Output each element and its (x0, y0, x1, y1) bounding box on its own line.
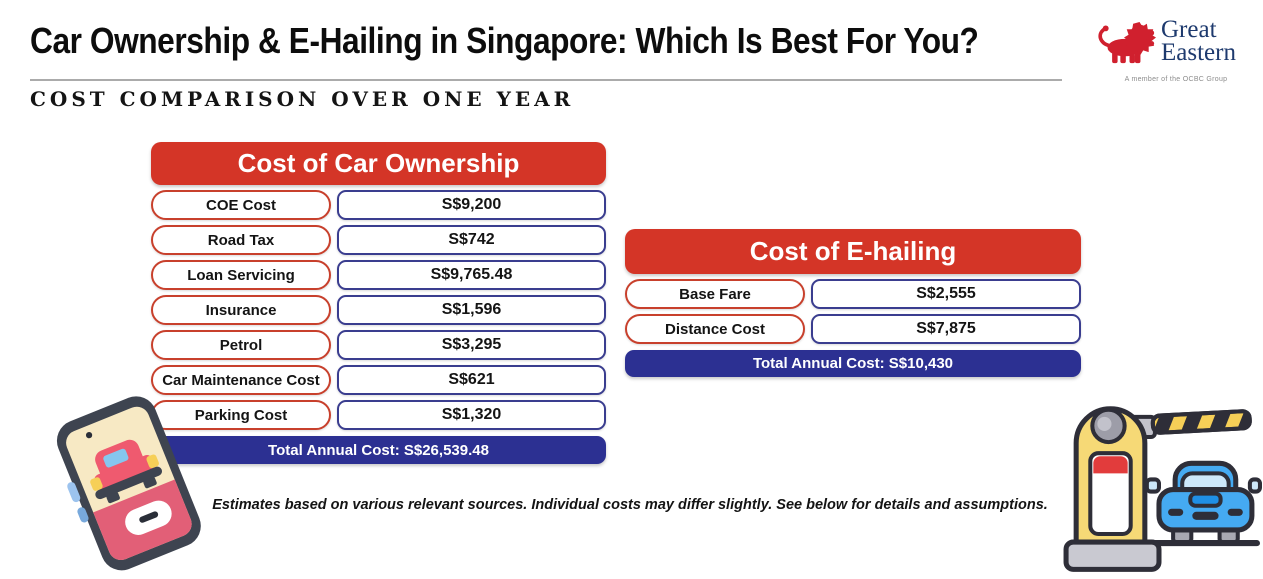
page-title: Car Ownership & E-Hailing in Singapore: … (30, 20, 979, 61)
cost-label: Car Maintenance Cost (151, 365, 331, 395)
cost-value: S$9,765.48 (337, 260, 606, 290)
cost-label: Base Fare (625, 279, 805, 309)
ehailing-table-header: Cost of E-hailing (625, 229, 1081, 274)
cost-label: Parking Cost (151, 400, 331, 430)
cost-row: Insurance S$1,596 (151, 295, 606, 325)
parking-gantry-icon (1060, 390, 1262, 578)
page-subtitle: COST COMPARISON OVER ONE YEAR (30, 87, 575, 111)
ehailing-total-bar: Total Annual Cost: S$10,430 (625, 350, 1081, 377)
cost-value: S$7,875 (811, 314, 1081, 344)
cost-label: Insurance (151, 295, 331, 325)
car-total-bar: Total Annual Cost: S$26,539.48 (151, 436, 606, 464)
brand-name-line1: Great (1161, 16, 1217, 43)
cost-row: Petrol S$3,295 (151, 330, 606, 360)
cost-label: Petrol (151, 330, 331, 360)
cost-label: Distance Cost (625, 314, 805, 344)
cost-value: S$1,596 (337, 295, 606, 325)
cost-value: S$2,555 (811, 279, 1081, 309)
cost-row: Car Maintenance Cost S$621 (151, 365, 606, 395)
cost-value: S$742 (337, 225, 606, 255)
cost-row: Road Tax S$742 (151, 225, 606, 255)
cost-value: S$9,200 (337, 190, 606, 220)
cost-row: Distance Cost S$7,875 (625, 314, 1081, 344)
cost-value: S$3,295 (337, 330, 606, 360)
car-table-header: Cost of Car Ownership (151, 142, 606, 185)
cost-label: Road Tax (151, 225, 331, 255)
ehailing-cost-table: Cost of E-hailing Base Fare S$2,555 Dist… (625, 229, 1081, 377)
car-cost-table: Cost of Car Ownership COE Cost S$9,200 R… (151, 142, 606, 464)
great-eastern-lion-icon (1092, 18, 1156, 73)
cost-row: Parking Cost S$1,320 (151, 400, 606, 430)
cost-value: S$1,320 (337, 400, 606, 430)
brand-logo: Great Eastern A member of the OCBC Group (1092, 16, 1260, 83)
footnote: Estimates based on various relevant sour… (212, 497, 1048, 513)
cost-value: S$621 (337, 365, 606, 395)
cost-label: COE Cost (151, 190, 331, 220)
ehailing-phone-icon (36, 396, 221, 579)
cost-row: Base Fare S$2,555 (625, 279, 1081, 309)
brand-name-line2: Eastern (1161, 39, 1236, 66)
brand-tagline: A member of the OCBC Group (1124, 76, 1228, 83)
cost-row: Loan Servicing S$9,765.48 (151, 260, 606, 290)
title-divider (30, 79, 1062, 81)
cost-row: COE Cost S$9,200 (151, 190, 606, 220)
cost-label: Loan Servicing (151, 260, 331, 290)
